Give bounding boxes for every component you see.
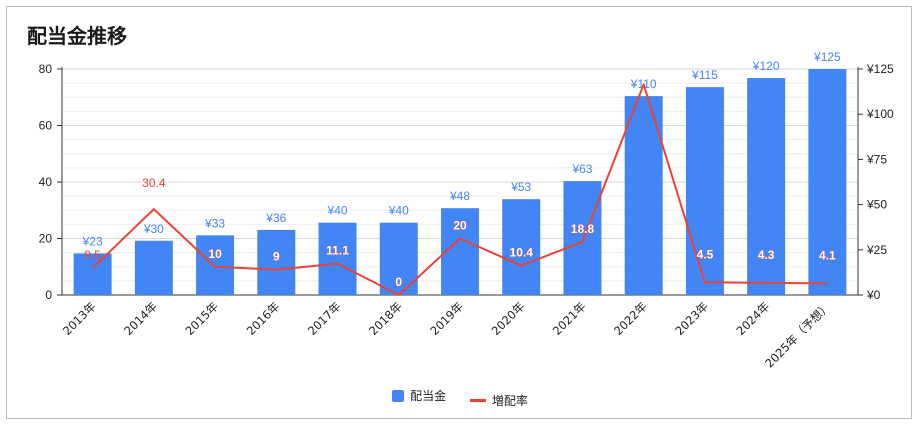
line-value-label: 9 — [273, 250, 280, 264]
bar-dividend — [73, 253, 112, 295]
x-axis-tick-label: 2016年 — [244, 299, 283, 338]
bar-value-label: ¥120 — [752, 59, 780, 73]
x-axis-tick-label: 2020年 — [489, 299, 528, 338]
right-axis-tick-label: ¥25 — [866, 243, 887, 257]
x-axis-tick-label: 2021年 — [550, 299, 589, 338]
legend-label-growth-rate: 増配率 — [491, 393, 528, 408]
left-axis-tick-label: 0 — [45, 288, 52, 302]
bar-dividend — [808, 69, 847, 295]
line-value-label: 9.5 — [84, 248, 101, 262]
bar-dividend — [257, 229, 296, 295]
bar-value-label: ¥40 — [388, 204, 409, 218]
x-axis-tick-label: 2014年 — [121, 299, 160, 338]
line-value-label: 30.4 — [142, 176, 166, 190]
bar-dividend — [563, 181, 602, 295]
right-axis-tick-label: ¥0 — [866, 288, 881, 302]
x-axis-tick-label: 2018年 — [366, 299, 405, 338]
bar-dividend — [441, 208, 479, 295]
bar-value-label: ¥125 — [813, 50, 841, 64]
bar-dividend — [624, 96, 663, 296]
bar-value-label: ¥48 — [449, 189, 470, 203]
left-axis-tick-label: 40 — [39, 175, 53, 189]
legend-item-dividend[interactable]: 配当金 — [392, 387, 446, 404]
bar-value-label: ¥33 — [204, 216, 225, 230]
legend-item-growth-rate[interactable]: 増配率 — [469, 392, 528, 409]
line-value-label: 18.8 — [571, 222, 595, 236]
line-value-label: 20 — [453, 219, 467, 233]
right-axis-tick-label: ¥50 — [866, 198, 887, 212]
bar-value-label: ¥23 — [82, 234, 103, 248]
line-value-label: 11.1 — [326, 244, 349, 258]
bar-dividend — [747, 78, 786, 295]
line-value-label: 10.4 — [510, 246, 534, 260]
legend-swatch-dividend — [392, 389, 405, 402]
line-value-label: 4.3 — [758, 248, 775, 262]
bar-dividend — [134, 240, 173, 295]
bar-dividend — [685, 87, 724, 295]
bar-dividend — [196, 235, 235, 295]
legend-label-dividend: 配当金 — [410, 389, 447, 403]
x-axis-tick-label: 2024年 — [734, 299, 773, 338]
line-value-label: 4.1 — [819, 248, 836, 262]
line-value-label: 0 — [395, 275, 402, 289]
x-axis-tick-label: 2025年（予想） — [762, 299, 833, 370]
x-axis-tick-label: 2023年 — [672, 299, 711, 338]
bar-value-label: ¥40 — [327, 204, 348, 218]
line-growth-rate — [91, 83, 828, 296]
line-value-label: 10 — [208, 247, 222, 261]
line-value-label: 4.5 — [697, 247, 714, 261]
bar-value-label: ¥53 — [510, 180, 531, 194]
x-axis-tick-label: 2019年 — [427, 299, 466, 338]
right-axis-tick-label: ¥125 — [866, 62, 894, 76]
right-axis-tick-label: ¥100 — [866, 107, 894, 121]
chart-legend: 配当金 増配率 — [0, 387, 920, 409]
bar-dividend — [318, 222, 357, 295]
legend-swatch-growth-rate — [469, 398, 486, 402]
bar-value-label: ¥36 — [265, 211, 286, 225]
bar-value-label: ¥30 — [143, 222, 164, 236]
left-axis-tick-label: 80 — [39, 62, 53, 76]
left-axis-tick-label: 60 — [39, 119, 53, 133]
left-axis-tick-label: 20 — [39, 232, 53, 246]
bar-value-label: ¥63 — [571, 162, 592, 176]
x-axis-tick-label: 2015年 — [182, 299, 221, 338]
bar-value-label: ¥115 — [691, 68, 718, 82]
x-axis-tick-label: 2022年 — [611, 299, 650, 338]
chart-title: 配当金推移 — [27, 24, 127, 48]
right-axis-tick-label: ¥75 — [866, 152, 887, 166]
x-axis-tick-label: 2013年 — [60, 299, 99, 338]
bar-dividend — [502, 199, 541, 295]
x-axis-tick-label: 2017年 — [305, 299, 344, 338]
